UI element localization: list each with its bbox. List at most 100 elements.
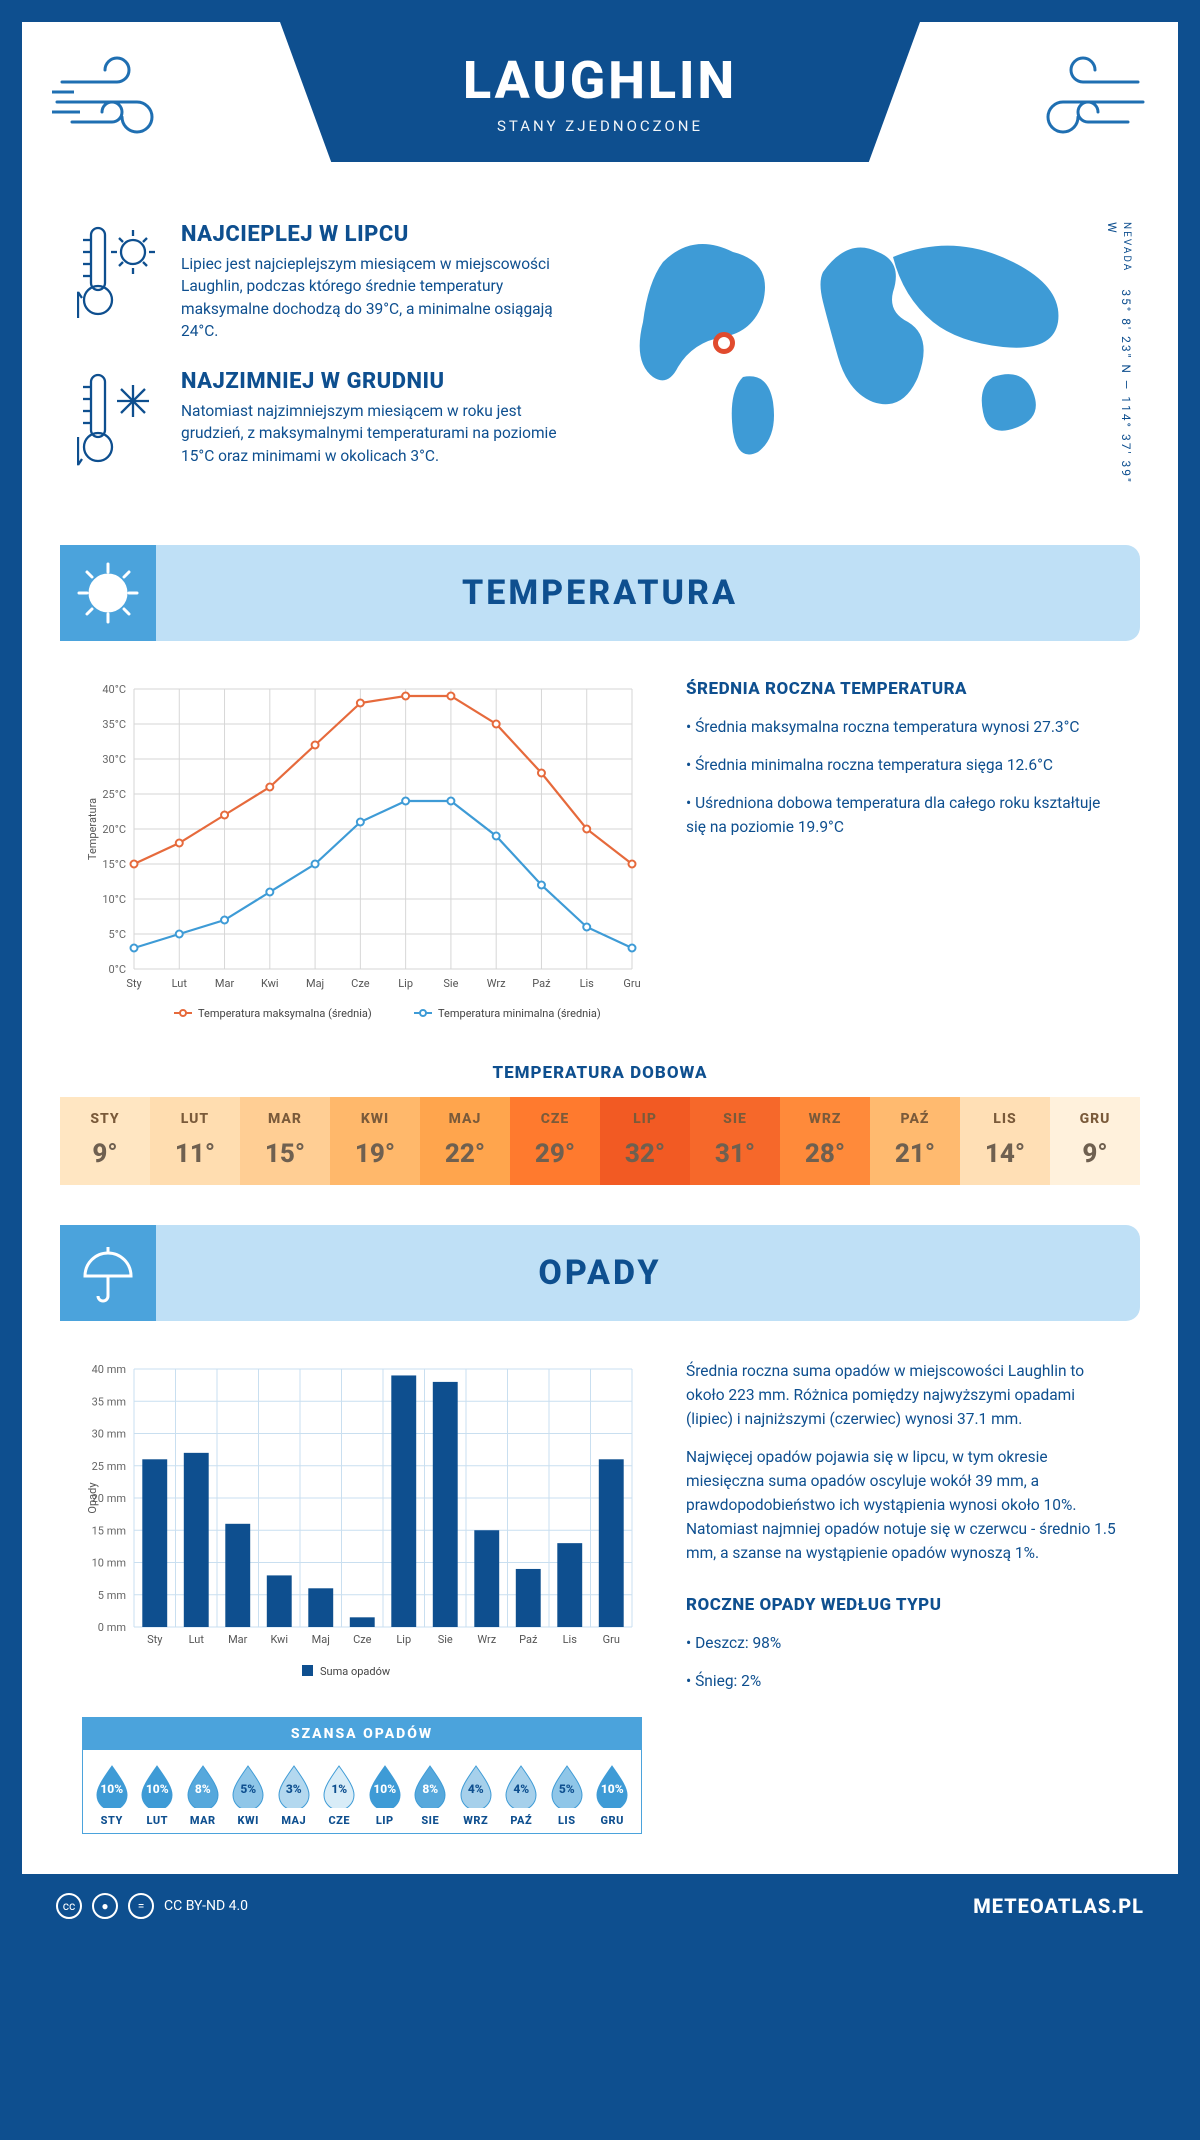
svg-text:Paź: Paź bbox=[532, 977, 551, 990]
precipitation-bar-chart: 0 mm5 mm10 mm15 mm20 mm25 mm30 mm35 mm40… bbox=[82, 1359, 642, 1689]
svg-text:Sie: Sie bbox=[438, 1633, 453, 1646]
rain-chance-col: 5% LIS bbox=[544, 1764, 590, 1827]
svg-text:15 mm: 15 mm bbox=[92, 1524, 126, 1537]
svg-text:Cze: Cze bbox=[351, 977, 370, 990]
svg-text:Temperatura maksymalna (średni: Temperatura maksymalna (średnia) bbox=[198, 1007, 372, 1020]
svg-text:40 mm: 40 mm bbox=[92, 1363, 126, 1376]
site-name: METEOATLAS.PL bbox=[973, 1894, 1144, 1918]
section-precipitation: OPADY bbox=[60, 1225, 1140, 1321]
svg-text:Gru: Gru bbox=[623, 977, 640, 990]
rain-chance-col: 10% LIP bbox=[362, 1764, 408, 1827]
svg-text:Mar: Mar bbox=[215, 977, 235, 990]
daily-temp-strip: STY9°LUT11°MAR15°KWI19°MAJ22°CZE29°LIP32… bbox=[60, 1097, 1140, 1185]
rain-chance-table: SZANSA OPADÓW 10% STY 10% LUT 8% MAR 5% … bbox=[82, 1717, 642, 1834]
wind-icon bbox=[52, 52, 172, 142]
svg-text:10 mm: 10 mm bbox=[92, 1556, 126, 1569]
sun-icon bbox=[75, 560, 141, 626]
daily-temp-cell: WRZ28° bbox=[780, 1097, 870, 1185]
svg-text:20°C: 20°C bbox=[102, 823, 126, 836]
svg-text:Sty: Sty bbox=[126, 977, 142, 990]
svg-text:35 mm: 35 mm bbox=[92, 1395, 126, 1408]
section-title: OPADY bbox=[156, 1253, 1044, 1293]
title-banner: LAUGHLIN STANY ZJEDNOCZONE bbox=[280, 22, 920, 162]
coordinates: NEVADA 35° 8' 23" N — 114° 37' 39" W bbox=[1105, 222, 1133, 495]
rain-chance-col: 3% MAJ bbox=[271, 1764, 317, 1827]
fact-hot-text: Lipiec jest najcieplejszym miesiącem w m… bbox=[181, 253, 561, 343]
fact-cold-text: Natomiast najzimniejszym miesiącem w rok… bbox=[181, 400, 561, 467]
svg-text:Maj: Maj bbox=[312, 1633, 330, 1646]
wind-icon bbox=[1028, 52, 1148, 142]
svg-text:Lut: Lut bbox=[189, 1633, 205, 1646]
city-title: LAUGHLIN bbox=[280, 50, 920, 111]
world-map: NEVADA 35° 8' 23" N — 114° 37' 39" W bbox=[623, 222, 1123, 495]
svg-text:Sie: Sie bbox=[443, 977, 458, 990]
svg-text:Lis: Lis bbox=[563, 1633, 578, 1646]
precip-para-1: Średnia roczna suma opadów w miejscowośc… bbox=[686, 1359, 1118, 1431]
svg-text:5 mm: 5 mm bbox=[98, 1589, 126, 1602]
annual-temp-item: Uśredniona dobowa temperatura dla całego… bbox=[686, 791, 1118, 839]
svg-text:Wrz: Wrz bbox=[487, 977, 506, 990]
rain-chance-col: 10% LUT bbox=[135, 1764, 181, 1827]
rain-chance-col: 8% SIE bbox=[408, 1764, 454, 1827]
nd-icon: = bbox=[128, 1893, 154, 1919]
location-pin bbox=[713, 332, 735, 354]
svg-text:Lis: Lis bbox=[580, 977, 595, 990]
daily-temp-cell: GRU9° bbox=[1050, 1097, 1140, 1185]
svg-text:Kwi: Kwi bbox=[261, 977, 279, 990]
precip-type-item: Śnieg: 2% bbox=[686, 1669, 1118, 1693]
svg-text:30°C: 30°C bbox=[102, 753, 126, 766]
svg-text:Cze: Cze bbox=[353, 1633, 372, 1646]
svg-text:Mar: Mar bbox=[228, 1633, 248, 1646]
thermometer-sun-icon bbox=[77, 222, 159, 322]
rain-chance-col: 5% KWI bbox=[226, 1764, 272, 1827]
daily-temp-cell: CZE29° bbox=[510, 1097, 600, 1185]
umbrella-icon bbox=[75, 1240, 141, 1306]
daily-temp-cell: KWI19° bbox=[330, 1097, 420, 1185]
svg-text:25°C: 25°C bbox=[102, 788, 126, 801]
temperature-line-chart: 0°C5°C10°C15°C20°C25°C30°C35°C40°CStyLut… bbox=[82, 679, 642, 1039]
precip-type-item: Deszcz: 98% bbox=[686, 1631, 1118, 1655]
svg-text:Temperatura minimalna (średnia: Temperatura minimalna (średnia) bbox=[438, 1007, 601, 1020]
precip-type-title: ROCZNE OPADY WEDŁUG TYPU bbox=[686, 1595, 1118, 1615]
daily-temp-cell: MAR15° bbox=[240, 1097, 330, 1185]
svg-text:Lip: Lip bbox=[398, 977, 413, 990]
daily-temp-cell: MAJ22° bbox=[420, 1097, 510, 1185]
daily-temp-cell: STY9° bbox=[60, 1097, 150, 1185]
svg-text:40°C: 40°C bbox=[102, 683, 126, 696]
svg-text:25 mm: 25 mm bbox=[92, 1460, 126, 1473]
svg-text:Kwi: Kwi bbox=[270, 1633, 288, 1646]
daily-temp-title: TEMPERATURA DOBOWA bbox=[22, 1063, 1178, 1083]
license-text: CC BY-ND 4.0 bbox=[164, 1898, 248, 1914]
cc-icon: cc bbox=[56, 1893, 82, 1919]
footer: cc ● = CC BY-ND 4.0 METEOATLAS.PL bbox=[22, 1874, 1178, 1938]
daily-temp-cell: LIP32° bbox=[600, 1097, 690, 1185]
annual-temp-item: Średnia minimalna roczna temperatura się… bbox=[686, 753, 1118, 777]
daily-temp-cell: PAŹ21° bbox=[870, 1097, 960, 1185]
svg-text:Sty: Sty bbox=[147, 1633, 163, 1646]
svg-text:Wrz: Wrz bbox=[477, 1633, 496, 1646]
by-icon: ● bbox=[92, 1893, 118, 1919]
svg-text:Maj: Maj bbox=[306, 977, 324, 990]
annual-temp-item: Średnia maksymalna roczna temperatura wy… bbox=[686, 715, 1118, 739]
fact-coldest: NAJZIMNIEJ W GRUDNIU Natomiast najzimnie… bbox=[77, 369, 583, 469]
header: LAUGHLIN STANY ZJEDNOCZONE bbox=[22, 22, 1178, 202]
rain-chance-col: 4% WRZ bbox=[453, 1764, 499, 1827]
svg-text:Suma opadów: Suma opadów bbox=[320, 1665, 391, 1678]
daily-temp-cell: LIS14° bbox=[960, 1097, 1050, 1185]
precip-para-2: Najwięcej opadów pojawia się w lipcu, w … bbox=[686, 1445, 1118, 1565]
rain-chance-col: 10% STY bbox=[89, 1764, 135, 1827]
svg-text:Lut: Lut bbox=[172, 977, 188, 990]
svg-text:Opady: Opady bbox=[86, 1482, 99, 1514]
svg-text:0°C: 0°C bbox=[109, 963, 126, 976]
svg-text:Paź: Paź bbox=[519, 1633, 538, 1646]
svg-text:30 mm: 30 mm bbox=[92, 1427, 126, 1440]
rain-chance-col: 4% PAŹ bbox=[499, 1764, 545, 1827]
svg-text:15°C: 15°C bbox=[102, 858, 126, 871]
svg-text:Lip: Lip bbox=[396, 1633, 411, 1646]
svg-text:5°C: 5°C bbox=[109, 928, 126, 941]
country-subtitle: STANY ZJEDNOCZONE bbox=[280, 117, 920, 135]
svg-text:35°C: 35°C bbox=[102, 718, 126, 731]
svg-text:Gru: Gru bbox=[603, 1633, 620, 1646]
section-title: TEMPERATURA bbox=[156, 573, 1044, 613]
svg-text:0 mm: 0 mm bbox=[98, 1621, 126, 1634]
